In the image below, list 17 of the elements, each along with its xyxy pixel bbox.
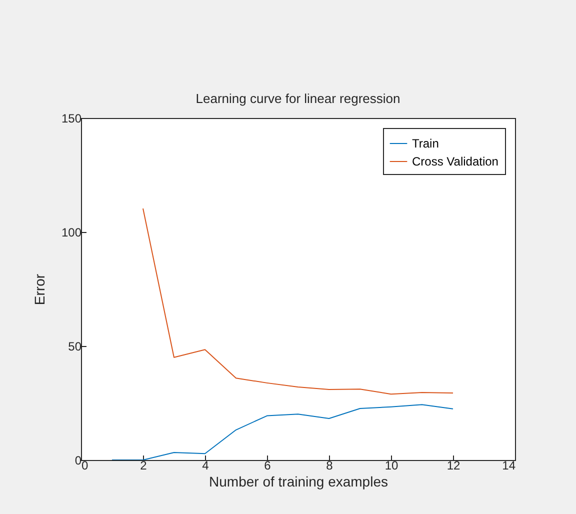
chart-title: Learning curve for linear regression	[196, 91, 400, 106]
line-series	[112, 404, 454, 460]
y-tick-label: 100	[61, 226, 82, 240]
y-tick-label: 50	[68, 340, 82, 354]
x-tick-label: 8	[326, 458, 334, 472]
x-axis-title: Number of training examples	[209, 474, 388, 490]
y-axis-title: Error	[31, 274, 48, 306]
y-tick-label: 150	[61, 112, 82, 126]
x-tick-label: 2	[140, 458, 148, 472]
x-tick-label: 6	[264, 458, 272, 472]
x-tick-label: 10	[384, 458, 398, 472]
x-tick-label: 4	[202, 458, 210, 472]
legend-label: Cross Validation	[412, 154, 498, 168]
x-tick-label: 14	[502, 458, 516, 472]
legend-label: Train	[412, 136, 439, 150]
x-tick-label: 12	[446, 458, 460, 472]
line-series	[142, 208, 454, 395]
